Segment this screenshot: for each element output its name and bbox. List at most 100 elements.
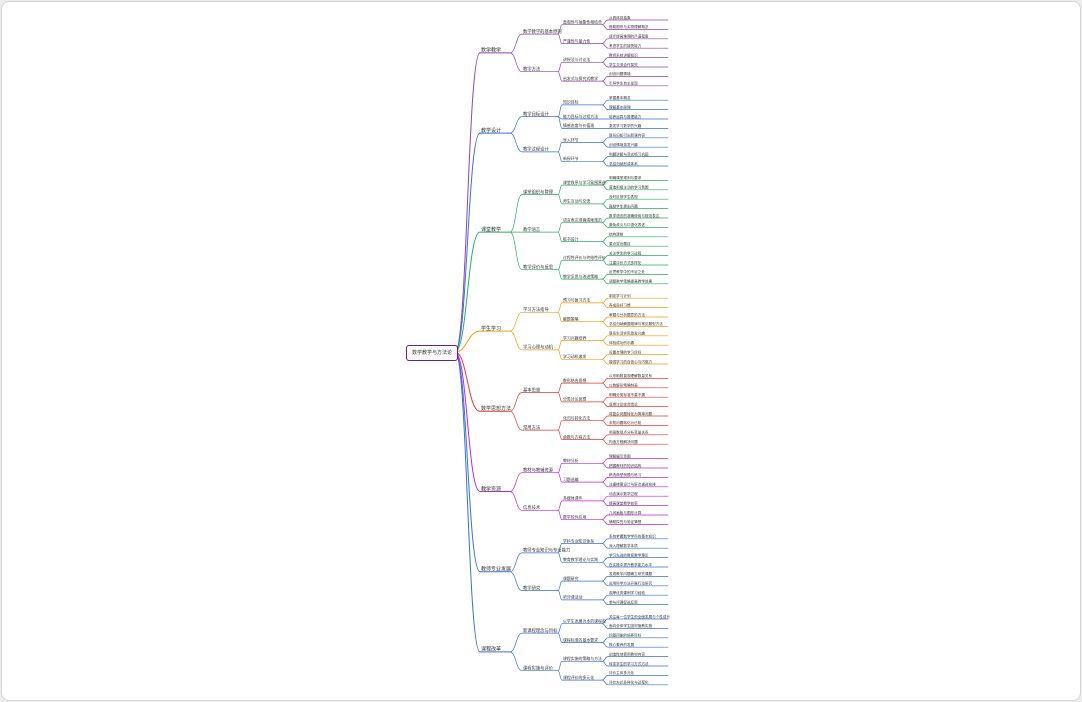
mindmap-topic-node[interactable]: 教学过程设计 bbox=[523, 146, 549, 153]
mindmap-topic-node[interactable]: 教学语言 bbox=[523, 226, 541, 233]
mindmap-leaf-node[interactable]: 创造性地使用教材内容 bbox=[609, 651, 645, 656]
mindmap-leaf-node[interactable]: 发现教学问题确立研究课题 bbox=[609, 571, 653, 576]
mindmap-leaf-node[interactable]: 辅助探究与验证猜想 bbox=[609, 519, 642, 524]
mindmap-topic-node[interactable]: 新课程理念与目标 bbox=[523, 627, 558, 634]
mindmap-leaf-node[interactable]: 学生交流合作探究 bbox=[609, 62, 638, 67]
mindmap-topic-node[interactable]: 课堂组织与管理 bbox=[523, 188, 554, 195]
mindmap-topic-node[interactable]: 习题选编 bbox=[563, 477, 579, 482]
mindmap-topic-node[interactable]: 能力目标与过程方法 bbox=[563, 114, 598, 119]
mindmap-leaf-node[interactable]: 创设问题情境 bbox=[609, 71, 631, 76]
mindmap-leaf-node[interactable]: 逐步提高推理的严谨程度 bbox=[609, 34, 649, 39]
mindmap-topic-node[interactable]: 知识目标 bbox=[563, 100, 579, 105]
mindmap-leaf-node[interactable]: 制定学习计划 bbox=[609, 293, 631, 298]
mindmap-topic-node[interactable]: 以学生发展为本的课程观 bbox=[563, 619, 606, 624]
mindmap-topic-node[interactable]: 基本思想 bbox=[523, 386, 541, 393]
mindmap-leaf-node[interactable]: 创设情境激发兴趣 bbox=[609, 142, 638, 147]
mindmap-leaf-node[interactable]: 深入理解数学本质 bbox=[609, 543, 638, 548]
mindmap-leaf-node[interactable]: 反思教学中的不足之处 bbox=[609, 269, 645, 274]
mindmap-leaf-node[interactable]: 把握教材的知识结构 bbox=[609, 463, 642, 468]
mindmap-topic-node[interactable]: 预习与复习方法 bbox=[563, 298, 590, 303]
mindmap-leaf-node[interactable]: 关注每一位学生的全面发展与个性成长 bbox=[609, 614, 670, 619]
mindmap-branch-node[interactable]: 课程改革 bbox=[481, 646, 501, 653]
mindmap-topic-node[interactable]: 课程实施的策略与方法 bbox=[563, 656, 602, 661]
mindmap-leaf-node[interactable]: 将复杂问题转化为简单问题 bbox=[609, 411, 653, 416]
mindmap-topic-node[interactable]: 分类讨论思想 bbox=[563, 397, 586, 402]
mindmap-topic-node[interactable]: 教学目标设计 bbox=[523, 110, 549, 117]
mindmap-leaf-node[interactable]: 重点突出醒目 bbox=[609, 241, 631, 246]
mindmap-leaf-node[interactable]: 学习先进的教育教学理论 bbox=[609, 552, 649, 557]
mindmap-leaf-node[interactable]: 联系旧知引出新课内容 bbox=[609, 133, 645, 138]
mindmap-topic-node[interactable]: 课题研究 bbox=[563, 576, 579, 581]
mindmap-leaf-node[interactable]: 营造积极主动的学习氛围 bbox=[609, 185, 649, 190]
mindmap-leaf-node[interactable]: 注重梯度设计与层次递进安排 bbox=[609, 482, 656, 487]
mindmap-topic-node[interactable]: 导入环节 bbox=[563, 137, 579, 142]
mindmap-branch-node[interactable]: 课堂教学 bbox=[481, 226, 501, 233]
mindmap-leaf-node[interactable]: 从具体到抽象 bbox=[609, 15, 631, 20]
mindmap-leaf-node[interactable]: 总结归纳形成体系 bbox=[609, 161, 638, 166]
mindmap-leaf-node[interactable]: 借助图形与实物理解概念 bbox=[609, 24, 649, 29]
mindmap-leaf-node[interactable]: 理解编写意图 bbox=[609, 453, 631, 458]
mindmap-branch-node[interactable]: 数学教学 bbox=[481, 47, 501, 54]
mindmap-topic-node[interactable]: 教材与教辅资源 bbox=[523, 467, 554, 474]
mindmap-leaf-node[interactable]: 及时反馈学生表现 bbox=[609, 194, 638, 199]
mindmap-leaf-node[interactable]: 未知问题转化为已知 bbox=[609, 420, 642, 425]
mindmap-leaf-node[interactable]: 教师系统讲解知识 bbox=[609, 52, 638, 57]
mindmap-leaf-node[interactable]: 几何画板与图形计算 bbox=[609, 510, 642, 515]
mindmap-leaf-node[interactable]: 逐类讨论综合结论 bbox=[609, 401, 638, 406]
mindmap-topic-node[interactable]: 听评课活动 bbox=[563, 595, 583, 600]
mindmap-topic-node[interactable]: 教学反思与改进策略 bbox=[563, 274, 598, 279]
mindmap-branch-node[interactable]: 教学设计 bbox=[481, 127, 501, 134]
mindmap-topic-node[interactable]: 学习方法指导 bbox=[523, 306, 549, 313]
mindmap-leaf-node[interactable]: 体验成功的乐趣 bbox=[609, 340, 635, 345]
mindmap-topic-node[interactable]: 教学评价与反思 bbox=[523, 264, 554, 271]
mindmap-topic-node[interactable]: 语言表达准确清晰规范 bbox=[563, 218, 602, 223]
mindmap-leaf-node[interactable]: 联系生活实际激发兴趣 bbox=[609, 331, 645, 336]
mindmap-topic-node[interactable]: 常用方法 bbox=[523, 424, 541, 431]
mindmap-leaf-node[interactable]: 激发学习数学的兴趣 bbox=[609, 123, 642, 128]
mindmap-leaf-node[interactable]: 培养运算与推理能力 bbox=[609, 114, 642, 119]
mindmap-leaf-node[interactable]: 用函数观点分析变量关系 bbox=[609, 430, 649, 435]
mindmap-topic-node[interactable]: 学科专业知识体系 bbox=[563, 538, 594, 543]
mindmap-topic-node[interactable]: 教育教学理论与实践 bbox=[563, 557, 598, 562]
mindmap-topic-node[interactable]: 解题策略 bbox=[563, 317, 579, 322]
mindmap-topic-node[interactable]: 板书设计 bbox=[563, 236, 579, 241]
mindmap-topic-node[interactable]: 多媒体课件 bbox=[563, 496, 583, 501]
mindmap-leaf-node[interactable]: 面向全体学生因材施教实施 bbox=[609, 623, 653, 628]
mindmap-root-node[interactable]: 数学教学与方法论 bbox=[406, 345, 458, 361]
mindmap-topic-node[interactable]: 数学软件应用 bbox=[563, 515, 586, 520]
mindmap-leaf-node[interactable]: 理解基本原理 bbox=[609, 104, 631, 109]
mindmap-leaf-node[interactable]: 观摩优秀课例学习经验 bbox=[609, 590, 645, 595]
mindmap-leaf-node[interactable]: 审题与分析题意的方法 bbox=[609, 312, 645, 317]
mindmap-topic-node[interactable]: 讲授法与讨论法 bbox=[563, 57, 590, 62]
mindmap-leaf-node[interactable]: 注重评价方式多样化 bbox=[609, 260, 642, 265]
mindmap-leaf-node[interactable]: 明确课堂规则与要求 bbox=[609, 175, 642, 180]
mindmap-leaf-node[interactable]: 以形助数直观理解数量关系 bbox=[609, 373, 653, 378]
mindmap-topic-node[interactable]: 启发式与探究式教学 bbox=[563, 76, 598, 81]
mindmap-leaf-node[interactable]: 评价方式多样化与过程化 bbox=[609, 680, 649, 685]
mindmap-leaf-node[interactable]: 调整教学策略提高教学效果 bbox=[609, 279, 653, 284]
mindmap-topic-node[interactable]: 师生互动与交流 bbox=[563, 199, 590, 204]
mindmap-leaf-node[interactable]: 运用科学方法开展行动研究 bbox=[609, 581, 653, 586]
mindmap-leaf-node[interactable]: 养成良好习惯 bbox=[609, 302, 631, 307]
mindmap-leaf-node[interactable]: 明确分类标准不重不漏 bbox=[609, 392, 645, 397]
mindmap-topic-node[interactable]: 教学方法 bbox=[523, 66, 541, 73]
mindmap-topic-node[interactable]: 教师专业知识与专业能力 bbox=[523, 547, 570, 554]
mindmap-topic-node[interactable]: 教材分析 bbox=[563, 458, 579, 463]
mindmap-topic-node[interactable]: 过程性评价与终结性评价 bbox=[563, 255, 606, 260]
mindmap-leaf-node[interactable]: 提高课堂教学效率 bbox=[609, 500, 638, 505]
mindmap-topic-node[interactable]: 数学教学的基本原则 bbox=[523, 28, 562, 35]
mindmap-leaf-node[interactable]: 例题讲解与变式练习巩固 bbox=[609, 151, 649, 156]
mindmap-leaf-node[interactable]: 结构清晰 bbox=[609, 232, 624, 237]
mindmap-branch-node[interactable]: 教师专业发展 bbox=[481, 566, 511, 573]
mindmap-leaf-node[interactable]: 考虑学生的接受能力 bbox=[609, 43, 642, 48]
mindmap-leaf-node[interactable]: 构造方程解决问题 bbox=[609, 439, 638, 444]
mindmap-branch-node[interactable]: 教学资源 bbox=[481, 485, 501, 492]
mindmap-leaf-node[interactable]: 避免歧义与口语化表述 bbox=[609, 222, 645, 227]
mindmap-leaf-node[interactable]: 引导学生自主发现 bbox=[609, 81, 638, 86]
mindmap-topic-node[interactable]: 课堂秩序与学习氛围营造 bbox=[563, 180, 606, 185]
mindmap-leaf-node[interactable]: 精选典型例题与练习 bbox=[609, 472, 642, 477]
mindmap-topic-node[interactable]: 新授环节 bbox=[563, 156, 579, 161]
mindmap-leaf-node[interactable]: 掌握基本概念 bbox=[609, 95, 631, 100]
mindmap-leaf-node[interactable]: 转变学生的学习方式方法 bbox=[609, 661, 649, 666]
mindmap-leaf-node[interactable]: 参与评课促进反思 bbox=[609, 599, 638, 604]
